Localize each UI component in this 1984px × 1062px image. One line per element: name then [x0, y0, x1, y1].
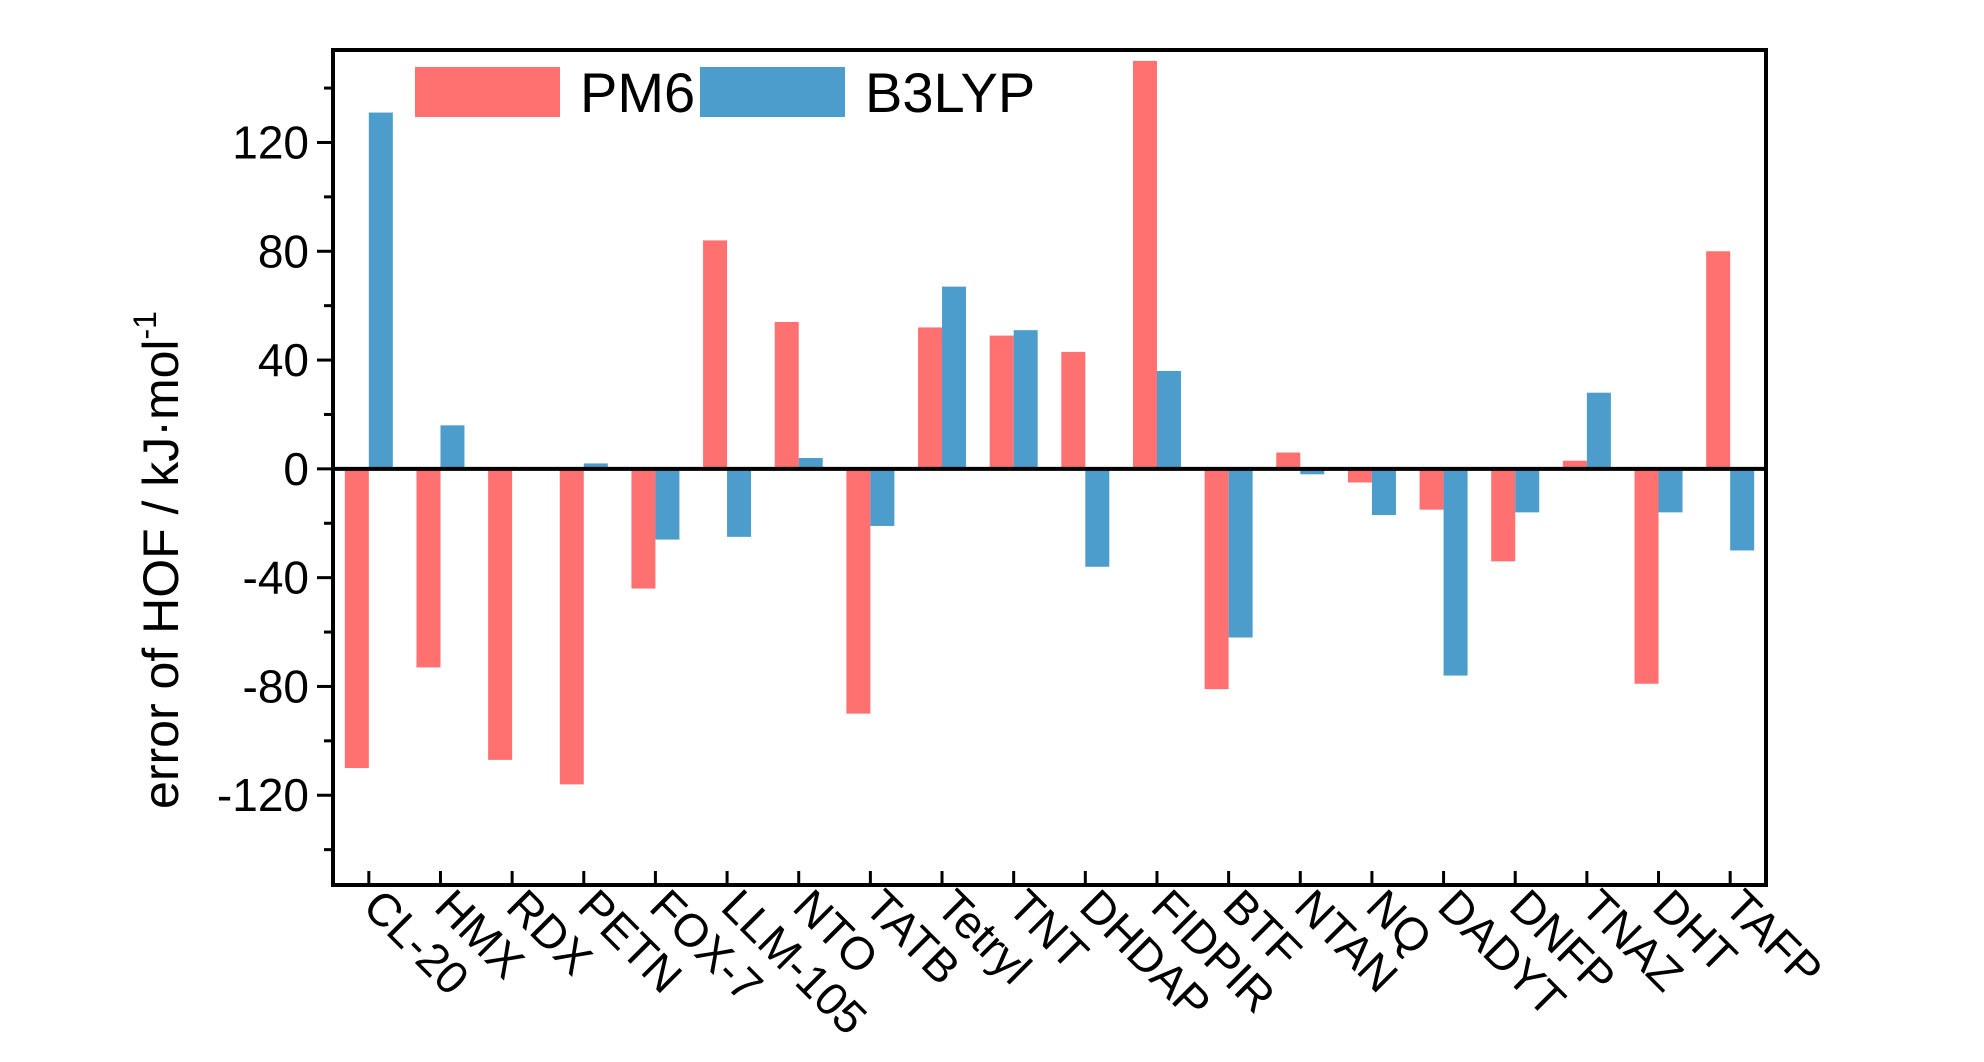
legend-label-b3lyp: B3LYP — [865, 61, 1035, 124]
y-axis: -120 -80 -40 0 40 80 120 — [217, 86, 333, 852]
y-tick-label: 80 — [258, 225, 309, 277]
bar-b3lyp-dadyt — [1443, 468, 1468, 676]
bar-pm6-dht — [1634, 468, 1659, 684]
y-axis-title-superscript: -1 — [127, 311, 163, 339]
legend: PM6 B3LYP — [415, 61, 1035, 124]
bar-b3lyp-cl-20 — [368, 112, 393, 469]
bar-b3lyp-llm-105 — [727, 468, 752, 537]
bar-pm6-tnaz — [1562, 460, 1587, 469]
bar-b3lyp-dht — [1658, 468, 1683, 513]
y-axis-title: error of HOF / kJ·mol-1 — [127, 311, 189, 809]
bar-b3lyp-btf — [1228, 468, 1253, 638]
bar-pm6-dhdap — [1061, 351, 1086, 469]
bar-b3lyp-tatb — [870, 468, 895, 526]
y-tick-label: -120 — [217, 769, 309, 821]
bar-b3lyp-fidpir — [1156, 370, 1181, 469]
bar-pm6-btf — [1204, 468, 1229, 690]
bar-b3lyp-petn — [583, 463, 608, 469]
bar-pm6-nto — [774, 321, 799, 469]
bar-pm6-dadyt — [1419, 468, 1444, 510]
bar-pm6-petn — [559, 468, 584, 785]
bar-b3lyp-tetryl — [942, 286, 967, 469]
legend-swatch-b3lyp — [700, 67, 845, 117]
bar-pm6-rdx — [488, 468, 513, 760]
bar-pm6-llm-105 — [703, 240, 728, 469]
y-tick-label: -80 — [243, 660, 309, 712]
bar-pm6-tafp — [1706, 251, 1731, 469]
y-tick-label: 40 — [258, 334, 309, 386]
bar-b3lyp-tnaz — [1586, 392, 1611, 469]
bar-pm6-fox-7 — [631, 468, 656, 589]
y-tick-label: -40 — [243, 552, 309, 604]
bar-pm6-nq — [1347, 468, 1372, 483]
bar-pm6-fidpir — [1132, 60, 1157, 469]
bar-b3lyp-dhdap — [1085, 468, 1110, 567]
bar-b3lyp-nq — [1371, 468, 1396, 516]
bar-b3lyp-nto — [798, 457, 823, 469]
bar-b3lyp-dnfp — [1515, 468, 1540, 513]
bar-b3lyp-hmx — [440, 425, 465, 469]
bar-pm6-cl-20 — [344, 468, 369, 769]
bar-b3lyp-tafp — [1730, 468, 1755, 551]
legend-label-pm6: PM6 — [580, 61, 695, 124]
bars-group — [344, 60, 1755, 785]
bar-pm6-tatb — [846, 468, 871, 714]
legend-swatch-pm6 — [415, 67, 560, 117]
bar-b3lyp-ntan — [1300, 468, 1325, 475]
bar-pm6-hmx — [416, 468, 441, 668]
bar-b3lyp-fox-7 — [655, 468, 680, 540]
bar-b3lyp-tnt — [1013, 330, 1038, 469]
bar-pm6-tnt — [989, 335, 1014, 469]
bar-pm6-dnfp — [1491, 468, 1516, 562]
x-axis: CL-20HMXRDXPETNFOX-7LLM-105NTOTATBTetryl… — [354, 871, 1833, 1044]
bar-pm6-tetryl — [918, 327, 943, 469]
bar-pm6-ntan — [1276, 452, 1301, 469]
y-tick-label: 0 — [283, 443, 309, 495]
y-tick-label: 120 — [232, 116, 309, 168]
y-axis-title-text: error of HOF / kJ·mol — [133, 339, 189, 808]
